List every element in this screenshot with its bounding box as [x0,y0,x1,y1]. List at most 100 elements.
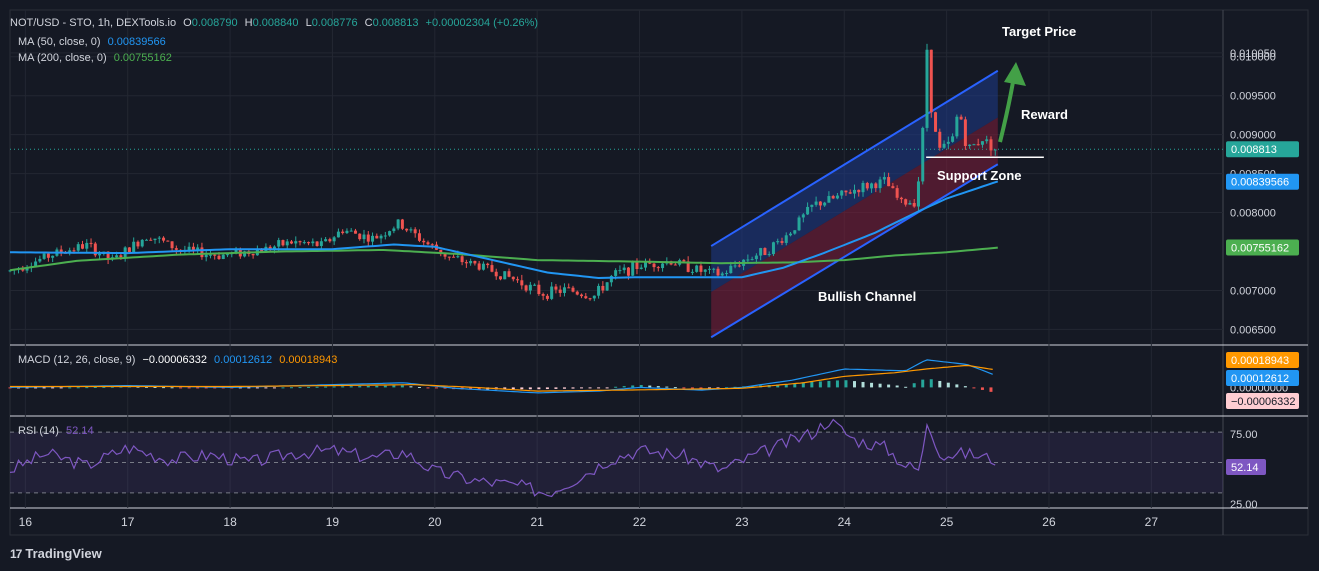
candle-body [34,261,38,267]
macd-hist-bar [631,385,635,388]
macd-hist-bar [281,387,285,389]
candle-body [85,242,89,249]
macd-hist-bar [614,386,618,388]
candle-body [588,298,592,300]
candle-body [562,287,566,293]
ma200-line [9,246,998,272]
candle-body [652,263,656,268]
legend-ma200: MA (200, close, 0) 0.00755162 [18,52,176,64]
candle-body [460,256,464,263]
channel-lower-fill [711,117,998,338]
rsi-tag: 52.14 [1231,462,1259,474]
candle-body [388,231,392,236]
candle-body [690,271,694,273]
candle-body [187,246,191,251]
x-tick-label: 18 [223,515,237,529]
tradingview-brand[interactable]: 17 TradingView [10,546,102,561]
macd-hist-bar [289,387,293,389]
legend-close: 0.008813 [372,17,419,29]
candle-body [422,240,426,243]
macd-hist-bar [588,387,592,389]
legend-change: +0.00002304 (+0.26%) [425,17,539,29]
candle-body [38,258,42,262]
candle-body [720,273,724,276]
macd-hist-bar [435,387,439,389]
candle-body [196,247,200,250]
macd-hist-bar [102,386,106,388]
candle-body [452,256,456,258]
annotation-reward: Reward [1021,107,1068,122]
candle-body [746,259,750,261]
macd-hist-bar [955,384,959,388]
macd-hist-bar [324,386,328,388]
candle-body [707,268,711,270]
macd-hist-bar [170,387,174,389]
candle-body [729,265,733,274]
candle-body [439,249,443,255]
price-tick-label: 0.010000 [1230,52,1276,64]
candle-body [68,250,72,253]
candle-body [208,254,212,256]
candle-body [213,254,217,256]
candle-body [592,295,596,299]
macd-hist-bar [477,387,481,390]
candle-body [968,144,972,146]
candle-body [51,255,55,258]
target-arrow-head [1004,62,1026,86]
macd-tag-signal: 0.00018943 [1231,355,1289,367]
candle-body [916,181,920,207]
candle-body [72,250,76,252]
x-tick-label: 27 [1145,515,1159,529]
candle-body [780,241,784,243]
legend-symbol: NOT/USD - STO, 1h, DEXTools.io [10,17,177,29]
candle-body [336,231,340,238]
candle-body [324,239,328,242]
macd-hist-bar [929,379,933,388]
macd-hist-bar [921,379,925,388]
macd-hist-bar [528,387,532,390]
candle-body [136,241,140,247]
candle-body [716,268,720,276]
macd-hist-bar [622,386,626,388]
candle-body [789,233,793,236]
price-tick-label: 0.010050 [1230,48,1276,60]
candle-body [106,251,110,259]
macd-hist-bar [554,387,558,389]
candle-body [844,190,848,193]
macd-hist-bar [51,387,55,389]
candle-body [618,270,622,272]
candle-body [972,144,976,146]
candle-body [908,202,912,205]
macd-hist-bar [42,387,46,389]
legend-high-label: H [244,17,253,29]
macd-hist-bar [665,386,669,388]
candle-body [810,204,814,207]
macd-hist-bar [34,387,38,389]
macd-hist-bar [776,384,780,388]
x-tick-label: 19 [326,515,340,529]
price-tick-label: 0.009500 [1230,91,1276,103]
candle-body [989,139,993,151]
legend-macd-label: MACD (12, 26, close, 9) [18,354,136,366]
candle-body [959,116,963,120]
candle-body [417,233,421,241]
macd-hist-bar [443,387,447,389]
macd-hist-bar [307,386,311,388]
legend-ma200-label: MA (200, close, 0) [18,52,107,64]
legend-macd-hist: −0.00006332 [142,354,207,366]
candle-body [349,230,353,232]
candle-body [699,265,703,272]
candle-body [477,263,481,270]
x-tick-label: 21 [530,515,544,529]
candle-body [814,201,818,205]
x-tick-label: 23 [735,515,749,529]
candle-body [912,202,916,207]
candle-body [341,231,345,234]
candle-body [695,265,699,272]
candle-body [426,242,430,245]
macd-hist-bar [699,387,703,389]
candle-body [533,284,537,286]
candle-body [362,234,366,240]
